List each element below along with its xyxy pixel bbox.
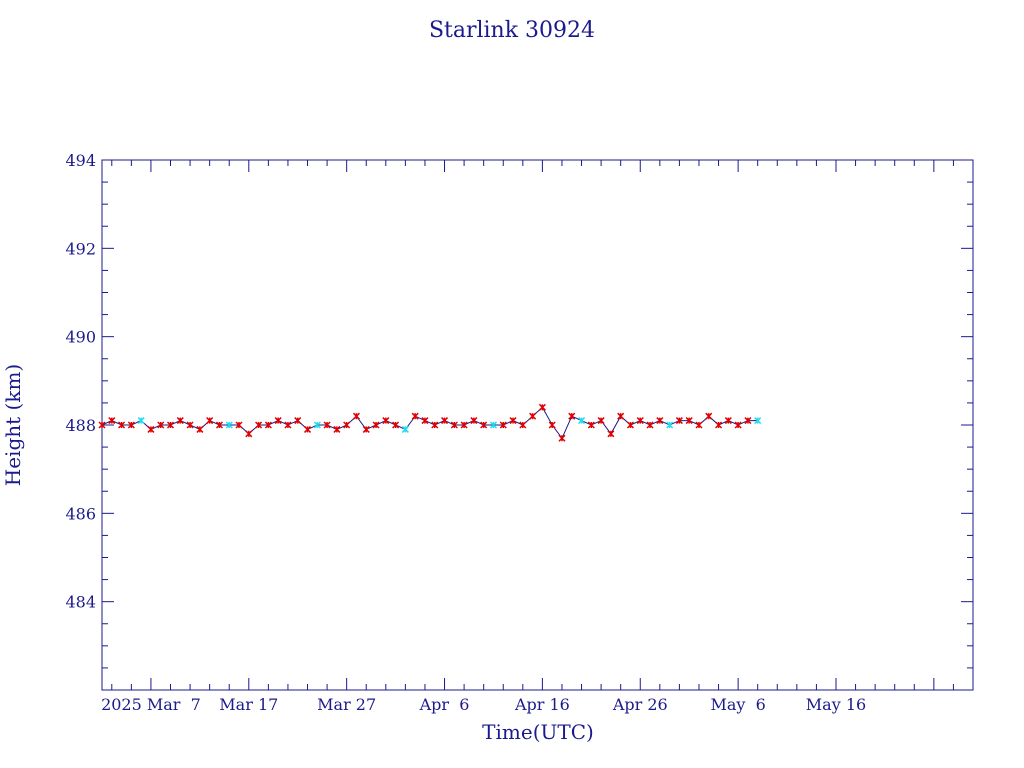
x-tick-label: Apr 26 [612,695,668,714]
data-point [294,417,302,425]
data-point [685,417,693,425]
data-point [450,421,458,429]
x-tick-label: 2025 Mar 7 [101,695,201,714]
data-point [303,425,312,433]
data-point [118,421,126,429]
data-point [480,421,488,429]
data-point [431,421,439,429]
data-point [352,412,360,420]
data-point [313,421,321,429]
x-axis-label: Time(UTC) [482,720,594,744]
data-point [323,421,331,429]
data-point [607,430,615,438]
y-tick-label: 492 [65,239,96,258]
data-point [333,425,341,433]
data-point [137,417,145,425]
data-point [206,417,214,425]
data-point [558,434,566,442]
axes-ticks: 484 486 488 490 492 494 2025 Mar 7 Mar 17 Mar 27… [65,151,974,714]
data-point [744,417,752,425]
x-tick-label: Mar 27 [317,695,376,714]
y-tick-label: 486 [65,504,96,523]
y-tick-label: 490 [65,328,96,347]
data-point [656,417,664,425]
data-point [470,417,478,425]
data-point [695,421,703,429]
data-point [392,421,400,429]
data-point [636,417,644,425]
data-point [587,421,595,429]
data-point [548,421,556,429]
data-point [568,412,576,420]
series-markers [98,403,762,442]
data-point [372,421,380,429]
data-point [489,421,497,429]
x-tick-label: May 6 [710,695,765,714]
data-point [225,421,233,429]
data-point [440,417,449,425]
data-point [499,421,507,429]
data-point [166,421,175,429]
data-point [362,425,370,433]
data-point [509,417,517,425]
chart-title: Starlink 30924 [429,18,595,43]
data-point [597,417,605,425]
x-tick-label: Apr 6 [419,695,470,714]
data-point [401,425,409,433]
data-point [724,417,732,425]
data-point [274,417,282,425]
y-axis-label: Height (km) [1,364,25,486]
data-point [176,417,184,425]
data-point [675,417,683,425]
data-point [529,412,537,420]
data-point [147,425,155,433]
data-point [127,421,135,429]
data-point [421,417,429,425]
data-point [646,421,654,429]
x-tick-label: Mar 17 [219,695,278,714]
y-tick-label: 494 [65,151,96,170]
data-point [98,421,106,429]
data-point [578,417,586,425]
data-point [215,421,223,429]
data-point [411,412,419,420]
data-point [196,425,204,433]
data-point [754,417,762,425]
y-tick-label: 484 [65,593,96,612]
data-point [255,421,263,429]
data-point [343,421,351,429]
data-point [617,412,625,420]
data-point [734,421,742,429]
data-point [715,421,723,429]
data-point [157,421,165,429]
data-point [284,421,292,429]
data-point [626,421,635,429]
data-point [538,403,546,411]
data-point [460,421,468,429]
data-point [245,430,253,438]
data-point [264,421,272,429]
x-tick-label: May 16 [806,695,866,714]
data-point [235,421,243,429]
x-tick-label: Apr 16 [514,695,570,714]
data-point [186,421,194,429]
data-point [666,421,674,429]
data-point [705,412,713,420]
data-point [382,417,390,425]
y-tick-label: 488 [65,416,96,435]
data-point [519,421,527,429]
data-point [108,417,116,425]
